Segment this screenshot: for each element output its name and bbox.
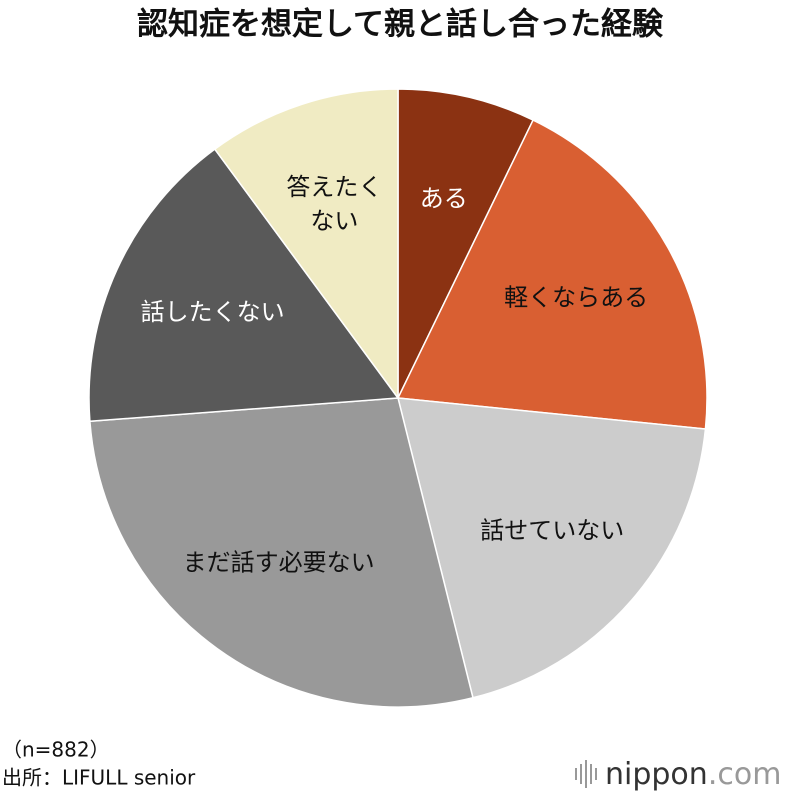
source: 出所：LIFULL senior	[2, 766, 196, 790]
pie-slice	[213, 88, 399, 401]
slice-label: まだ話す必要ない	[183, 548, 375, 576]
slice-label: 軽くならある	[504, 284, 648, 312]
pie-slice	[396, 119, 708, 430]
slice-label: 話せていない	[480, 516, 624, 544]
pie-slice	[397, 88, 535, 399]
logo-icon	[575, 760, 597, 788]
slice-label: 答えたくない	[286, 173, 382, 235]
slice-label: ある	[420, 184, 468, 212]
slice-label: 話したくない	[141, 298, 285, 326]
pie-slice	[397, 397, 707, 699]
pie-slice	[88, 148, 400, 423]
chart-title: 認知症を想定して親と話し合った経験	[137, 7, 664, 43]
note: （n=882）	[2, 738, 110, 762]
logo: nippon.com	[605, 757, 781, 792]
pie-slice	[89, 397, 474, 708]
